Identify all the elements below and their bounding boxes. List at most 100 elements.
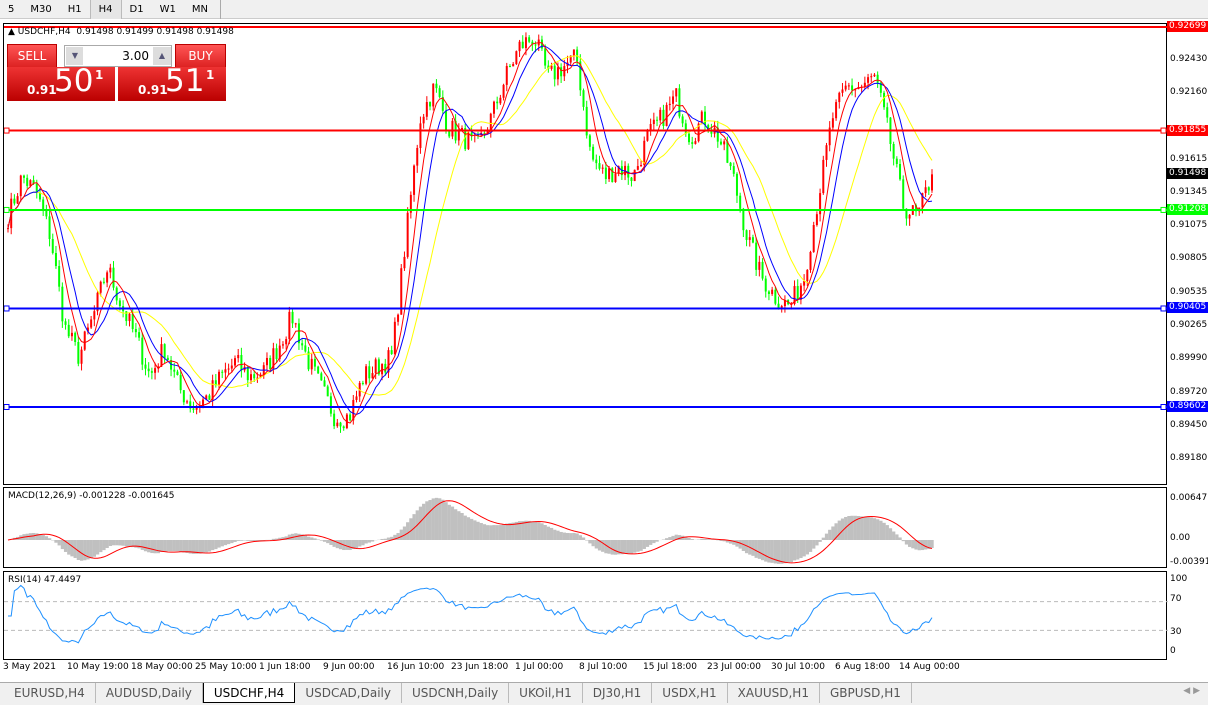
macd-histogram-bar	[585, 540, 589, 541]
macd-histogram-bar	[431, 498, 435, 540]
ma-mid-line	[7, 45, 933, 415]
timeframe-5[interactable]: 5	[8, 4, 15, 15]
tab-gbpusd-h1[interactable]: GBPUSD,H1	[820, 683, 912, 703]
candle-body	[662, 109, 665, 126]
macd-histogram-bar	[444, 502, 448, 540]
buy-button[interactable]: BUY	[175, 44, 226, 68]
macd-histogram-bar	[102, 540, 106, 551]
level-handle	[4, 206, 10, 213]
macd-histogram-bar	[441, 499, 445, 540]
candle-body	[512, 64, 515, 67]
lot-stepper[interactable]: ▼ ▲	[64, 45, 172, 67]
macd-histogram-bar	[402, 526, 407, 540]
candle-body	[793, 286, 796, 305]
candle-body	[118, 300, 121, 307]
time-label: 9 Jun 00:00	[323, 662, 375, 672]
chart-title: ▲ USDCHF,H4 0.91498 0.91499 0.91498 0.91…	[8, 27, 234, 37]
time-label: 23 Jun 18:00	[451, 662, 509, 672]
macd-histogram-bar	[629, 540, 634, 554]
macd-histogram-bar	[757, 540, 762, 559]
tab-usdchf-h4[interactable]: USDCHF,H4	[202, 683, 296, 703]
time-label: 14 Aug 00:00	[899, 662, 960, 672]
candle-body	[291, 311, 294, 324]
candle-body	[96, 292, 99, 312]
timeframe-h4[interactable]: H4	[89, 0, 122, 19]
macd-histogram-bar	[175, 540, 180, 552]
candle-body	[595, 159, 598, 164]
candle-body	[921, 193, 924, 208]
candle-body	[812, 225, 815, 252]
level-handle	[1160, 404, 1167, 411]
candle-body	[211, 380, 214, 400]
timeframe-h1[interactable]: H1	[67, 4, 82, 15]
timeframe-w1[interactable]: W1	[159, 4, 176, 15]
rsi-label: RSI(14) 47.4497	[8, 575, 82, 585]
candle-body	[825, 145, 828, 160]
macd-histogram-bar	[828, 529, 832, 540]
price-chart-svg	[4, 26, 1168, 433]
candle-body	[873, 74, 876, 77]
timeframe-toolbar: 5 M30 H1 H4 D1 W1 MN	[0, 0, 1208, 19]
candle-body	[413, 165, 416, 195]
candle-body	[819, 193, 822, 215]
candle-body	[835, 102, 838, 119]
timeframe-mn[interactable]: MN	[191, 4, 208, 15]
macd-pane[interactable]: MACD(12,26,9) -0.001228 -0.001645	[3, 487, 1167, 568]
rsi-pane[interactable]: RSI(14) 47.4497	[3, 571, 1168, 660]
candle-body	[502, 84, 505, 98]
price-tick-label: 0.89720	[1170, 386, 1208, 397]
macd-histogram-bar	[623, 540, 627, 554]
candle-body	[716, 127, 719, 142]
macd-histogram-bar	[802, 540, 806, 557]
tab-usdx-h1[interactable]: USDX,H1	[652, 683, 728, 703]
candle-body	[691, 142, 694, 144]
macd-histogram-bar	[594, 540, 598, 549]
increase-lot-button[interactable]: ▲	[153, 47, 171, 65]
candle-body	[672, 96, 675, 104]
tab-audusd-daily[interactable]: AUDUSD,Daily	[96, 683, 203, 703]
timeframe-d1[interactable]: D1	[129, 4, 144, 15]
candle-body	[173, 369, 176, 372]
candle-body	[272, 348, 275, 370]
macd-histogram-bar	[310, 537, 314, 540]
candle-body	[438, 88, 441, 97]
macd-histogram-bar	[207, 540, 212, 552]
candle-body	[540, 39, 543, 49]
candle-body	[844, 85, 847, 90]
candle-body	[867, 77, 870, 83]
candle-body	[29, 180, 32, 186]
tab-usdcad-daily[interactable]: USDCAD,Daily	[295, 683, 402, 703]
macd-histogram-bar	[457, 511, 461, 540]
candle-body	[333, 413, 336, 427]
candle-body	[579, 61, 582, 91]
candle-body	[80, 349, 83, 364]
sell-price[interactable]: 0.91 50 1	[7, 63, 115, 101]
macd-histogram-bar	[386, 537, 391, 540]
candle-body	[700, 111, 703, 124]
sell-button[interactable]: SELL	[7, 44, 57, 68]
tab-scroll-arrows[interactable]: ◀ ▶	[1183, 686, 1200, 696]
tab-xauusd-h1[interactable]: XAUUSD,H1	[728, 683, 820, 703]
macd-histogram-bar	[808, 540, 813, 552]
tab-eurusd-h4[interactable]: EURUSD,H4	[4, 683, 96, 703]
macd-histogram-bar	[773, 540, 778, 564]
candle-body	[134, 329, 137, 333]
candle-body	[694, 141, 697, 144]
candle-body	[745, 230, 748, 240]
buy-price[interactable]: 0.91 51 1	[118, 63, 226, 101]
level-handle	[1160, 127, 1167, 134]
macd-histogram-bar	[783, 540, 787, 564]
candle-body	[879, 82, 882, 93]
tab-usdcnh-daily[interactable]: USDCNH,Daily	[402, 683, 510, 703]
lot-input[interactable]	[83, 47, 153, 65]
tab-dj30-h1[interactable]: DJ30,H1	[583, 683, 653, 703]
candle-body	[560, 67, 563, 77]
candle-body	[588, 135, 591, 147]
macd-histogram-bar	[163, 540, 167, 552]
decrease-lot-button[interactable]: ▼	[66, 47, 84, 65]
tab-ukoil-h1[interactable]: UKOil,H1	[509, 683, 583, 703]
timeframe-m30[interactable]: M30	[30, 4, 52, 15]
macd-histogram-bar	[575, 533, 579, 540]
price-tick-label: 0.89180	[1170, 452, 1208, 463]
candle-body	[751, 237, 754, 243]
